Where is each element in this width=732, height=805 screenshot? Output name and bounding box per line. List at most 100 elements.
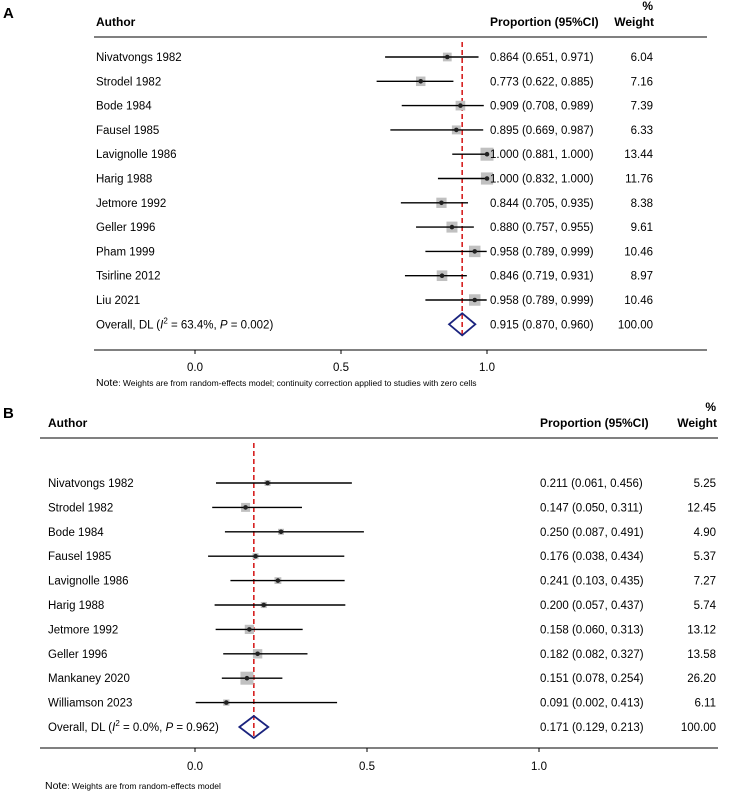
study-author: Strodel 1982 <box>96 76 161 88</box>
study-author: Lavignolle 1986 <box>96 149 177 161</box>
panel-letter: B <box>3 405 14 422</box>
panel-letter: A <box>3 5 14 22</box>
study-ci-text: 0.909 (0.708, 0.989) <box>490 101 594 113</box>
study-ci-text: 0.864 (0.651, 0.971) <box>490 52 594 64</box>
study-weight: 9.61 <box>631 222 653 234</box>
forest-plot-a: A Author Proportion (95%CI)% Weight Nivatvon… <box>3 0 707 389</box>
p-symbol: P <box>220 319 228 331</box>
overall-ci-text: 0.171 (0.129, 0.213) <box>540 722 644 734</box>
study-row: Geller 1996 0.880 (0.757, 0.955) 9.61 <box>96 221 653 234</box>
study-weight: 13.44 <box>624 149 653 161</box>
study-row: Nivatvongs 1982 0.211 (0.061, 0.456) 5.25 <box>48 478 716 490</box>
study-row: Bode 1984 0.909 (0.708, 0.989) 7.39 <box>96 101 653 113</box>
study-author: Bode 1984 <box>48 527 104 539</box>
study-author: Fausel 1985 <box>96 125 159 137</box>
study-ci-text: 0.241 (0.103, 0.435) <box>540 576 644 588</box>
header-weight-percent: % <box>705 400 716 414</box>
point-estimate <box>472 249 478 254</box>
study-weight: 11.76 <box>625 174 653 186</box>
study-ci-text: 0.844 (0.705, 0.935) <box>490 198 594 210</box>
p-symbol: P <box>166 722 174 734</box>
study-weight: 5.37 <box>694 551 716 563</box>
overall-weight: 100.00 <box>681 722 716 734</box>
forest-plot-b: B Author Proportion (95%CI)% Weight Nivatvon… <box>3 400 718 792</box>
study-row: Geller 1996 0.182 (0.082, 0.327) 13.58 <box>48 649 716 661</box>
p-value: = 0.002) <box>228 319 274 331</box>
study-row: Liu 2021 0.958 (0.789, 0.999) 10.46 <box>96 294 653 307</box>
study-weight: 6.11 <box>694 698 716 710</box>
i2-symbol: I <box>112 722 116 734</box>
study-row: Williamson 2023 0.091 (0.002, 0.413) 6.11 <box>48 698 716 710</box>
study-weight: 26.20 <box>687 673 716 685</box>
point-estimate <box>472 297 478 303</box>
point-estimate <box>444 54 450 60</box>
overall-label-prefix: Overall, DL ( <box>96 319 160 331</box>
study-author: Nivatvongs 1982 <box>96 52 182 64</box>
study-row: Fausel 1985 0.176 (0.038, 0.434) 5.37 <box>48 551 716 563</box>
x-tick-label: 0.0 <box>187 362 203 374</box>
study-weight: 5.74 <box>694 600 717 612</box>
study-weight: 10.46 <box>624 246 653 258</box>
overall-weight: 100.00 <box>618 319 653 331</box>
study-ci-text: 0.895 (0.669, 0.987) <box>490 125 594 137</box>
study-row: Nivatvongs 1982 0.864 (0.651, 0.971) 6.04 <box>96 52 654 64</box>
point-estimate <box>458 103 463 108</box>
study-author: Pham 1999 <box>96 246 155 258</box>
header-weight: Weight <box>614 15 654 29</box>
study-weight: 6.33 <box>631 125 653 137</box>
overall-diamond <box>237 714 270 740</box>
study-ci-text: 0.147 (0.050, 0.311) <box>540 502 643 514</box>
study-row: Fausel 1985 0.895 (0.669, 0.987) 6.33 <box>96 125 653 137</box>
point-estimate <box>484 176 490 181</box>
study-author: Harig 1988 <box>48 600 104 612</box>
study-weight: 7.16 <box>631 76 653 88</box>
i2-symbol: I <box>160 319 164 331</box>
point-estimate <box>265 480 270 486</box>
point-estimate <box>243 505 248 510</box>
study-author: Nivatvongs 1982 <box>48 478 134 490</box>
footnote-text: : Weights are from random-effects model;… <box>118 378 476 388</box>
study-row: Strodel 1982 0.147 (0.050, 0.311) 12.45 <box>48 502 716 514</box>
study-weight: 8.97 <box>631 271 653 283</box>
study-ci-text: 0.200 (0.057, 0.437) <box>540 600 644 612</box>
study-ci-text: 0.958 (0.789, 0.999) <box>490 246 594 258</box>
footnote-label: Note <box>96 377 118 389</box>
study-ci-text: 0.211 (0.061, 0.456) <box>540 478 643 490</box>
overall-ci-text: 0.915 (0.870, 0.960) <box>490 319 594 331</box>
study-row: Jetmore 1992 0.844 (0.705, 0.935) 8.38 <box>96 197 653 210</box>
overall-label: Overall, DL (I2 = 0.0%, P = 0.962) <box>48 719 219 734</box>
overall-diamond <box>447 312 477 337</box>
i2-superscript: 2 <box>163 316 168 325</box>
header-weight-percent: % <box>642 0 653 13</box>
point-estimate <box>418 79 424 84</box>
x-tick-label: 0.0 <box>187 761 203 773</box>
footnote: Note: Weights are from random-effects mo… <box>45 780 221 792</box>
study-author: Liu 2021 <box>96 295 140 307</box>
study-ci-text: 0.182 (0.082, 0.327) <box>540 649 644 661</box>
study-ci-text: 0.250 (0.087, 0.491) <box>540 527 644 539</box>
point-estimate <box>439 200 444 206</box>
study-row: Bode 1984 0.250 (0.087, 0.491) 4.90 <box>48 527 716 539</box>
header-proportion: Proportion (95%CI) <box>540 416 649 430</box>
study-ci-text: 0.846 (0.719, 0.931) <box>490 271 594 283</box>
study-ci-text: 0.091 (0.002, 0.413) <box>540 698 644 710</box>
point-estimate <box>449 224 455 230</box>
study-row: Harig 1988 0.200 (0.057, 0.437) 5.74 <box>48 600 717 612</box>
study-author: Jetmore 1992 <box>48 624 118 636</box>
study-author: Tsirline 2012 <box>96 271 161 283</box>
x-tick-label: 0.5 <box>333 362 349 374</box>
study-row: Harig 1988 1.000 (0.832, 1.000) 11.76 <box>96 172 653 186</box>
study-author: Harig 1988 <box>96 174 152 186</box>
study-weight: 13.58 <box>687 649 716 661</box>
footnote-text: : Weights are from random-effects model <box>67 781 221 791</box>
header-author: Author <box>48 416 88 430</box>
study-author: Mankaney 2020 <box>48 673 130 685</box>
point-estimate <box>224 700 229 705</box>
study-author: Lavignolle 1986 <box>48 576 129 588</box>
x-tick-label: 1.0 <box>531 761 547 773</box>
study-author: Bode 1984 <box>96 101 152 113</box>
study-weight: 7.39 <box>631 101 653 113</box>
study-author: Fausel 1985 <box>48 551 111 563</box>
overall-label-prefix: Overall, DL ( <box>48 722 112 734</box>
study-author: Geller 1996 <box>48 649 107 661</box>
